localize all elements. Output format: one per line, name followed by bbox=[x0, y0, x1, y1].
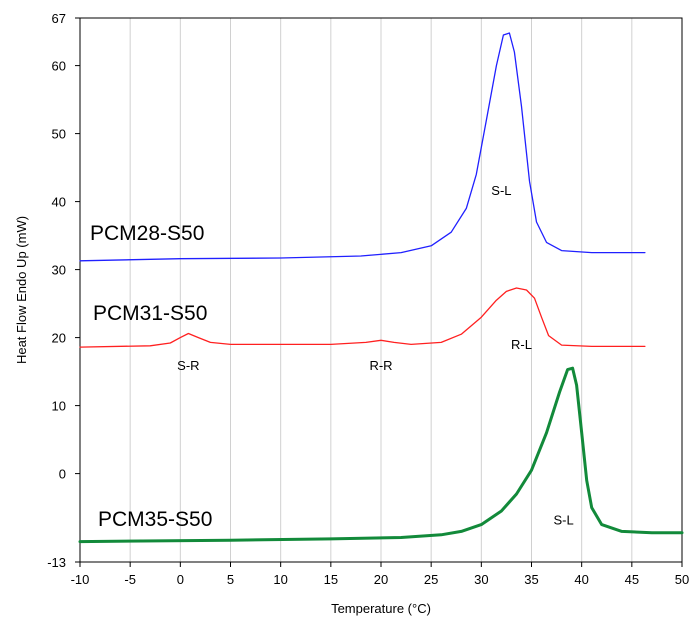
x-tick-label: 35 bbox=[524, 572, 538, 587]
series-line-pcm31-s50 bbox=[79, 287, 646, 348]
x-tick-label: 15 bbox=[324, 572, 338, 587]
x-tick-label: 25 bbox=[424, 572, 438, 587]
y-tick-label: 50 bbox=[52, 127, 66, 142]
peak-label: R-R bbox=[369, 358, 392, 373]
x-tick-label: 0 bbox=[177, 572, 184, 587]
x-tick-label: 30 bbox=[474, 572, 488, 587]
y-axis: -13 0 10 20 30 40 50 60 67 bbox=[47, 11, 80, 570]
series-label: PCM35-S50 bbox=[98, 508, 212, 531]
peak-label: R-L bbox=[511, 337, 532, 352]
x-axis: -10 -5 0 5 10 15 20 25 30 35 40 45 50 bbox=[71, 562, 689, 587]
y-tick-label: 67 bbox=[52, 11, 66, 26]
y-tick-label: -13 bbox=[47, 555, 66, 570]
y-tick-label: 0 bbox=[59, 467, 66, 482]
peak-annotations: S-L S-R R-R R-L S-L bbox=[177, 183, 574, 528]
peak-label: S-R bbox=[177, 358, 199, 373]
y-tick-label: 60 bbox=[52, 59, 66, 74]
series-label: PCM31-S50 bbox=[93, 302, 207, 325]
series-line-pcm28-s50 bbox=[79, 32, 646, 262]
x-tick-label: 5 bbox=[227, 572, 234, 587]
x-tick-label: -5 bbox=[124, 572, 136, 587]
x-tick-label: 40 bbox=[574, 572, 588, 587]
y-tick-label: 40 bbox=[52, 195, 66, 210]
y-tick-label: 30 bbox=[52, 263, 66, 278]
x-tick-label: 45 bbox=[625, 572, 639, 587]
y-axis-title: Heat Flow Endo Up (mW) bbox=[14, 216, 29, 364]
x-tick-label: 20 bbox=[374, 572, 388, 587]
series-label: PCM28-S50 bbox=[90, 222, 204, 245]
series-lines bbox=[78, 32, 684, 544]
y-tick-label: 20 bbox=[52, 331, 66, 346]
peak-label: S-L bbox=[491, 183, 511, 198]
peak-label: S-L bbox=[553, 513, 573, 528]
y-tick-label: 10 bbox=[52, 399, 66, 414]
series-labels: PCM28-S50 PCM31-S50 PCM35-S50 bbox=[90, 222, 212, 531]
x-axis-title: Temperature (°C) bbox=[331, 601, 431, 616]
x-tick-label: 50 bbox=[675, 572, 689, 587]
x-tick-label: -10 bbox=[71, 572, 90, 587]
grid-lines bbox=[129, 18, 633, 562]
x-tick-label: 10 bbox=[273, 572, 287, 587]
series-line-pcm35-s50 bbox=[78, 366, 684, 544]
